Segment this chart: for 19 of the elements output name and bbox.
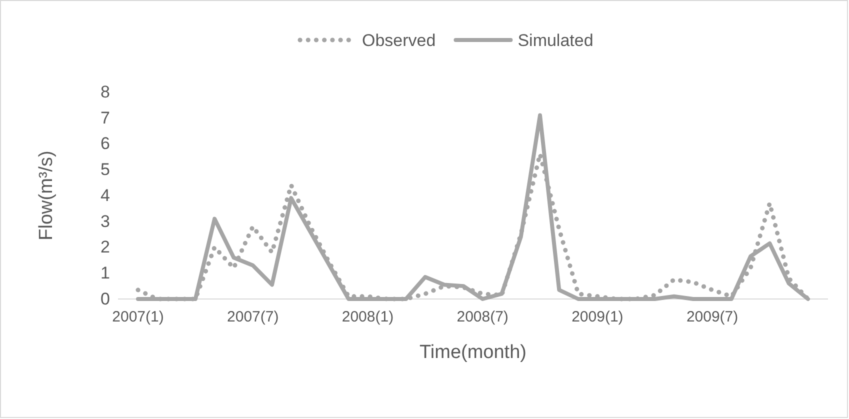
y-tick-label: 4 (100, 186, 110, 205)
y-tick-label: 5 (100, 160, 110, 180)
x-axis-title: Time(month) (420, 342, 526, 363)
x-tick-label: 2009(1) (572, 308, 624, 326)
y-tick-label: 2 (100, 238, 110, 257)
y-tick-label: 0 (100, 289, 110, 308)
y-axis-title: Flow(m³/s) (36, 150, 57, 240)
legend-label: Simulated (518, 31, 594, 50)
legend-label: Observed (362, 31, 436, 50)
y-tick-label: 7 (100, 108, 110, 128)
x-tick-label: 2007(7) (227, 308, 279, 326)
x-tick-label: 2007(1) (112, 308, 164, 326)
x-tick-label: 2008(1) (342, 308, 394, 326)
y-tick-label: 8 (100, 82, 110, 102)
x-tick-label: 2008(7) (456, 308, 508, 326)
y-tick-label: 6 (100, 134, 110, 154)
x-tick-label: 2009(7) (686, 308, 738, 326)
y-tick-label: 3 (100, 212, 110, 231)
y-tick-label: 1 (100, 264, 110, 283)
